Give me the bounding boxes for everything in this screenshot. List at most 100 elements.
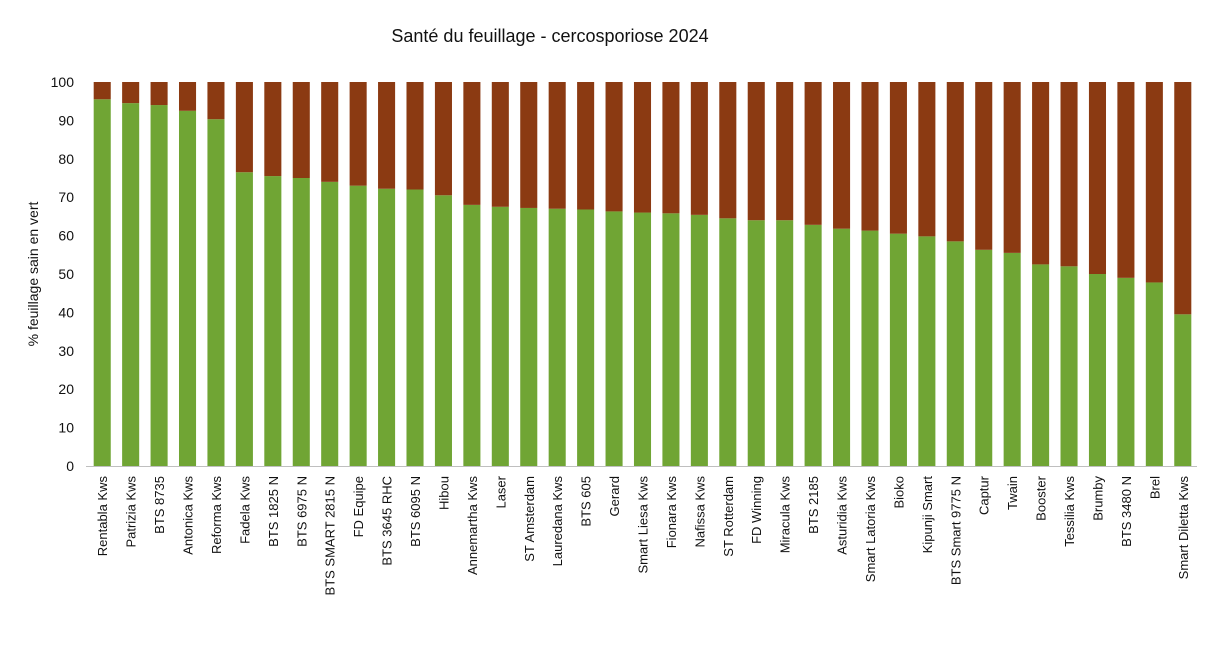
x-tick-label: Fadela Kws <box>237 476 252 544</box>
bar-diseased <box>804 82 822 225</box>
bar-diseased <box>605 82 623 212</box>
bar-diseased <box>1117 82 1135 278</box>
bar-diseased <box>833 82 851 229</box>
bar-healthy <box>1145 282 1163 466</box>
x-tick-label: BTS 8735 <box>152 476 167 534</box>
bar-diseased <box>406 82 424 190</box>
y-tick-label: 70 <box>58 189 74 205</box>
x-tick-label: Brumby <box>1090 476 1105 521</box>
bar-diseased <box>1060 82 1078 267</box>
bar-diseased <box>463 82 481 205</box>
chart-title: Santé du feuillage - cercosporiose 2024 <box>391 26 709 46</box>
bar-healthy <box>719 218 737 466</box>
x-tick-label: BTS 3645 RHC <box>380 476 395 566</box>
bar-healthy <box>975 249 993 466</box>
bar-healthy <box>833 228 851 466</box>
x-tick-label: ST Rotterdam <box>721 476 736 557</box>
bar-healthy <box>662 213 680 466</box>
bar-healthy <box>235 172 253 467</box>
x-tick-label: Captur <box>977 475 992 515</box>
bar-diseased <box>150 82 168 106</box>
bar-healthy <box>1088 274 1107 466</box>
x-tick-label: FD Winning <box>749 476 764 544</box>
bar-diseased <box>349 82 367 186</box>
y-tick-label: 50 <box>58 266 74 282</box>
x-tick-label: Hibou <box>436 476 451 510</box>
bar-healthy <box>292 178 310 466</box>
bar-healthy <box>150 105 168 466</box>
bar-diseased <box>1174 82 1192 315</box>
x-tick-label: Smart Liesa Kws <box>636 476 651 574</box>
bar-healthy <box>918 236 936 466</box>
bar-healthy <box>349 185 367 466</box>
bar-diseased <box>292 82 310 178</box>
x-tick-label: Lauredana Kws <box>550 476 565 567</box>
bar-diseased <box>122 82 140 104</box>
y-tick-label: 100 <box>51 74 75 90</box>
bar-healthy <box>690 214 708 466</box>
y-tick-label: 90 <box>58 112 74 128</box>
bar-healthy <box>491 206 509 467</box>
x-tick-label: FD Equipe <box>351 476 366 537</box>
bar-healthy <box>122 103 140 467</box>
bar-healthy <box>1003 252 1021 466</box>
y-tick-label: 0 <box>66 458 74 474</box>
x-tick-label: Miracula Kws <box>778 476 793 554</box>
bar-diseased <box>975 82 993 250</box>
x-tick-label: BTS 605 <box>579 476 594 527</box>
bar-healthy <box>406 189 424 466</box>
bar-diseased <box>207 82 225 120</box>
y-axis-label: % feuillage sain en vert <box>25 202 41 347</box>
bar-diseased <box>264 82 282 177</box>
x-tick-label: Tessilia Kws <box>1062 476 1077 547</box>
x-tick-label: ST Amsterdam <box>522 476 537 562</box>
x-tick-label: BTS 6975 N <box>294 476 309 547</box>
x-tick-label: Twain <box>1005 476 1020 510</box>
x-tick-label: Rentabla Kws <box>95 476 110 557</box>
x-tick-label: Reforma Kws <box>209 476 224 555</box>
bar-diseased <box>1003 82 1021 253</box>
x-tick-label: Brel <box>1147 476 1162 499</box>
y-tick-label: 80 <box>58 151 74 167</box>
bar-diseased <box>520 82 538 208</box>
bar-diseased <box>776 82 794 221</box>
bar-healthy <box>946 241 964 466</box>
y-tick-label: 10 <box>58 420 74 436</box>
x-tick-label: BTS 6095 N <box>408 476 423 547</box>
bar-diseased <box>889 82 907 234</box>
bar-healthy <box>1032 264 1050 466</box>
bar-diseased <box>1032 82 1050 265</box>
bar-healthy <box>889 233 907 466</box>
bar-diseased <box>662 82 680 214</box>
y-tick-label: 20 <box>58 381 74 397</box>
bar-healthy <box>804 224 822 466</box>
bar-diseased <box>1088 82 1107 274</box>
bar-healthy <box>378 188 396 466</box>
bar-diseased <box>633 82 652 213</box>
x-tick-label: Annemartha Kws <box>465 476 480 575</box>
bar-diseased <box>719 82 737 219</box>
bar-healthy <box>861 230 879 466</box>
x-tick-label: BTS 3480 N <box>1119 476 1134 547</box>
bar-healthy <box>577 209 595 466</box>
bar-healthy <box>776 220 794 466</box>
bar-healthy <box>1060 266 1078 466</box>
bar-healthy <box>207 119 225 467</box>
x-tick-label: Kipunji Smart <box>920 476 935 554</box>
bar-healthy <box>463 204 481 466</box>
bar-diseased <box>946 82 964 242</box>
bar-diseased <box>491 82 509 207</box>
bar-healthy <box>264 176 282 466</box>
x-tick-label: Laser <box>493 475 508 508</box>
bar-diseased <box>378 82 396 189</box>
y-tick-label: 30 <box>58 343 74 359</box>
bar-diseased <box>434 82 452 196</box>
bar-diseased <box>178 82 197 111</box>
x-tick-label: BTS 1825 N <box>266 476 281 547</box>
x-tick-label: BTS 2185 <box>806 476 821 534</box>
bar-healthy <box>321 181 339 466</box>
x-tick-label: BTS Smart 9775 N <box>948 476 963 585</box>
x-tick-label: Nafissa Kws <box>692 476 707 548</box>
x-tick-label: Patrizia Kws <box>124 476 139 548</box>
